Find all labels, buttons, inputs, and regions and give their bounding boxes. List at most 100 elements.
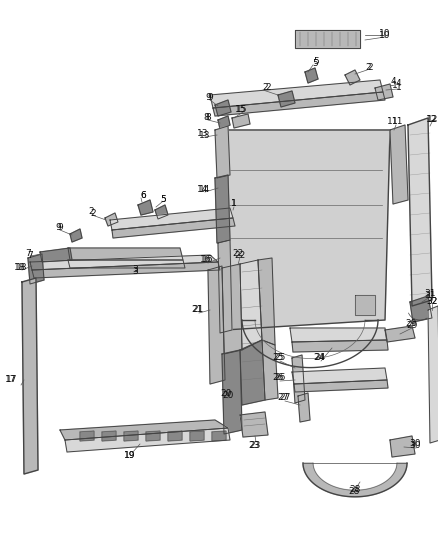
Text: 3: 3 xyxy=(132,265,138,274)
Text: 14: 14 xyxy=(197,184,208,193)
Polygon shape xyxy=(240,412,268,437)
Text: 20: 20 xyxy=(223,391,234,400)
Text: 1: 1 xyxy=(231,199,237,208)
Text: 7: 7 xyxy=(27,251,33,260)
Polygon shape xyxy=(68,248,183,260)
Polygon shape xyxy=(298,393,310,422)
Text: 2: 2 xyxy=(262,83,268,92)
Text: 32: 32 xyxy=(426,296,438,305)
Polygon shape xyxy=(240,260,262,350)
Text: 5: 5 xyxy=(313,58,319,67)
Text: 7: 7 xyxy=(25,249,31,259)
Text: 17: 17 xyxy=(6,376,18,384)
Polygon shape xyxy=(390,125,408,204)
Text: 28: 28 xyxy=(348,487,360,496)
Text: 17: 17 xyxy=(5,376,17,384)
Polygon shape xyxy=(292,340,388,352)
Polygon shape xyxy=(102,431,116,441)
Text: 10: 10 xyxy=(379,29,391,38)
Text: 30: 30 xyxy=(409,440,421,448)
Text: 16: 16 xyxy=(202,255,214,264)
Polygon shape xyxy=(390,436,415,457)
Text: 26: 26 xyxy=(272,373,284,382)
Polygon shape xyxy=(112,218,235,238)
Polygon shape xyxy=(105,213,118,226)
Text: 4: 4 xyxy=(395,78,401,87)
Polygon shape xyxy=(222,350,242,434)
Text: 18: 18 xyxy=(16,263,28,272)
Polygon shape xyxy=(40,248,72,262)
Text: 6: 6 xyxy=(140,190,146,199)
Polygon shape xyxy=(258,258,275,345)
Polygon shape xyxy=(138,200,153,215)
Text: 23: 23 xyxy=(248,441,260,450)
Text: 5: 5 xyxy=(160,196,166,205)
Text: 11: 11 xyxy=(392,117,404,126)
Polygon shape xyxy=(292,355,305,403)
Text: 22: 22 xyxy=(233,249,244,259)
Polygon shape xyxy=(240,340,265,405)
Polygon shape xyxy=(215,126,230,178)
Text: 23: 23 xyxy=(249,440,261,449)
Text: 15: 15 xyxy=(236,106,248,115)
Polygon shape xyxy=(68,260,185,268)
Text: 13: 13 xyxy=(197,130,209,139)
Polygon shape xyxy=(213,92,385,116)
Polygon shape xyxy=(30,255,218,270)
Polygon shape xyxy=(208,266,225,384)
Polygon shape xyxy=(110,208,233,230)
Text: 1: 1 xyxy=(392,80,398,90)
Polygon shape xyxy=(70,229,82,242)
Text: 2: 2 xyxy=(88,207,94,216)
Polygon shape xyxy=(278,91,295,107)
Polygon shape xyxy=(303,463,407,497)
Polygon shape xyxy=(385,326,415,342)
Text: 9: 9 xyxy=(55,222,61,231)
Text: 13: 13 xyxy=(199,131,211,140)
Text: 15: 15 xyxy=(235,104,247,114)
Polygon shape xyxy=(375,84,393,100)
Text: 1: 1 xyxy=(231,198,237,207)
Polygon shape xyxy=(295,30,360,48)
Text: 5: 5 xyxy=(160,195,166,204)
Text: 22: 22 xyxy=(234,251,246,260)
Polygon shape xyxy=(146,431,160,441)
Polygon shape xyxy=(294,380,388,392)
Text: 25: 25 xyxy=(272,352,284,361)
Text: 30: 30 xyxy=(409,440,421,449)
Text: 14: 14 xyxy=(199,185,211,195)
Polygon shape xyxy=(428,306,438,443)
Polygon shape xyxy=(290,328,387,342)
Polygon shape xyxy=(222,264,242,354)
Polygon shape xyxy=(225,130,390,330)
Text: 24: 24 xyxy=(313,352,325,361)
Polygon shape xyxy=(410,296,432,322)
Text: 2: 2 xyxy=(365,63,371,72)
Polygon shape xyxy=(22,278,38,474)
Text: 6: 6 xyxy=(140,191,146,200)
Text: 31: 31 xyxy=(424,289,436,298)
Polygon shape xyxy=(212,431,226,441)
Polygon shape xyxy=(355,295,375,315)
Text: 4: 4 xyxy=(390,77,396,86)
Text: 2: 2 xyxy=(367,62,373,71)
Text: 31: 31 xyxy=(424,290,436,300)
Polygon shape xyxy=(262,340,278,400)
Polygon shape xyxy=(60,420,228,440)
Text: 2: 2 xyxy=(265,84,271,93)
Polygon shape xyxy=(215,175,230,243)
Text: 8: 8 xyxy=(203,112,209,122)
Text: 25: 25 xyxy=(274,353,286,362)
Text: 27: 27 xyxy=(279,393,291,402)
Text: 2: 2 xyxy=(90,208,96,217)
Polygon shape xyxy=(168,431,182,441)
Polygon shape xyxy=(80,431,94,441)
Text: 5: 5 xyxy=(312,59,318,68)
Polygon shape xyxy=(218,240,232,333)
Text: 26: 26 xyxy=(274,374,286,383)
Polygon shape xyxy=(32,262,220,278)
Polygon shape xyxy=(210,80,383,108)
Text: 29: 29 xyxy=(405,319,417,328)
Text: 18: 18 xyxy=(14,262,26,271)
Polygon shape xyxy=(124,431,138,441)
